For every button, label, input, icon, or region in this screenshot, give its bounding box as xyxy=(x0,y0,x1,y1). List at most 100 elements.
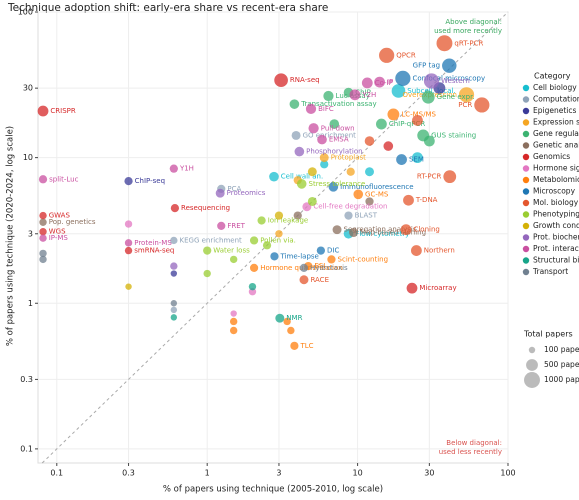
point-label: Protein-MS xyxy=(134,239,172,247)
point xyxy=(307,167,317,177)
point xyxy=(230,310,237,317)
legend-label: Microscopy xyxy=(533,187,576,196)
x-tick-label: 10 xyxy=(353,469,363,478)
point-label: Time-lapse xyxy=(280,252,319,260)
point xyxy=(275,230,283,238)
point-label: EMSA xyxy=(329,136,349,144)
point-label: Pop. genetics xyxy=(49,218,96,226)
point-label: Segregation analysis xyxy=(344,226,417,234)
point-label: Stress tolerance xyxy=(309,180,366,188)
point xyxy=(346,167,355,176)
legend-label: Expression syst xyxy=(533,118,579,127)
annotation: Below diagonal: xyxy=(446,439,502,447)
point xyxy=(443,170,457,184)
point-label: TLC xyxy=(300,342,314,350)
size-legend-label: 500 papers xyxy=(544,360,579,369)
legend-label: Genetic analysi xyxy=(533,141,579,150)
point-label: RNA-seq xyxy=(290,76,320,84)
point-label: ChIP-seq xyxy=(135,177,165,185)
point xyxy=(39,234,47,242)
chart-title: Technique adoption shift: early-era shar… xyxy=(7,2,328,14)
point xyxy=(328,182,339,192)
point-label: Y1H xyxy=(179,165,194,173)
point xyxy=(412,115,423,126)
legend-label: Genomics xyxy=(533,152,570,161)
point xyxy=(391,84,406,98)
point-label: LC-MS/MS xyxy=(401,110,436,118)
point xyxy=(39,255,47,264)
size-legend-label: 100 papers xyxy=(544,345,579,354)
point xyxy=(293,211,302,220)
point xyxy=(376,118,387,130)
point-label: ChIP xyxy=(355,89,371,97)
point xyxy=(257,216,266,225)
point xyxy=(349,228,359,238)
point-label: Immunofluorescence xyxy=(340,183,413,191)
point xyxy=(262,241,272,250)
point-label: Transactivation assay xyxy=(300,100,376,108)
legend-marker xyxy=(522,211,530,218)
point-label: Western xyxy=(441,77,470,85)
legend-label: Hormone sig. xyxy=(533,164,579,173)
legend-marker xyxy=(522,142,530,149)
point xyxy=(249,236,259,245)
annotation: Above diagonal: xyxy=(445,18,502,26)
legend-marker xyxy=(522,199,530,207)
point xyxy=(124,246,133,255)
y-tick-label: 0.3 xyxy=(20,375,33,384)
point xyxy=(229,326,238,335)
legend-marker xyxy=(522,268,530,276)
x-tick-label: 3 xyxy=(276,469,281,478)
point-label: QPCR xyxy=(396,51,416,59)
point xyxy=(305,103,317,115)
point xyxy=(170,236,178,245)
point xyxy=(248,288,257,296)
point xyxy=(327,255,336,264)
y-tick-label: 10 xyxy=(23,153,33,162)
point xyxy=(383,141,394,151)
size-legend-marker xyxy=(524,372,540,388)
point-label: Flow cytometry xyxy=(355,230,409,238)
point xyxy=(332,225,342,235)
point xyxy=(396,154,407,165)
point xyxy=(38,175,48,184)
point xyxy=(39,249,47,258)
point xyxy=(458,87,475,103)
point-label: GO enrichment xyxy=(303,131,357,139)
point-label: split-Luc xyxy=(49,175,78,183)
point-label: DIC xyxy=(327,247,339,255)
point xyxy=(124,176,133,186)
point xyxy=(400,224,412,236)
point xyxy=(290,341,299,350)
point xyxy=(274,211,284,220)
point-label: NMR xyxy=(286,314,302,322)
y-axis-label: % of papers using technique (2020-2024, … xyxy=(6,126,16,346)
point xyxy=(287,326,295,335)
point-label: WGS xyxy=(49,228,66,236)
legend-label: Gene regulation xyxy=(533,129,579,138)
point xyxy=(412,152,423,164)
point-label: SEM xyxy=(409,156,424,164)
point xyxy=(316,246,325,255)
legend-marker xyxy=(522,96,530,103)
point-label: Resequencing xyxy=(181,204,230,212)
point-label: Protoplast xyxy=(331,154,366,162)
point xyxy=(364,136,375,146)
legend-marker xyxy=(522,222,530,230)
x-tick-label: 1 xyxy=(205,469,210,478)
point xyxy=(421,90,435,104)
point xyxy=(249,263,259,272)
point-label: Y2H xyxy=(361,91,376,99)
point xyxy=(474,97,490,113)
point xyxy=(379,47,395,63)
legend-label: Cell biology xyxy=(533,83,577,92)
point xyxy=(125,283,132,290)
point-label: Scint-counting xyxy=(338,255,389,263)
point-label: Pollen via. xyxy=(260,236,296,244)
point xyxy=(320,160,329,169)
legend-marker xyxy=(522,257,530,264)
legend-label: Phenotyping xyxy=(533,210,579,219)
point-label: PCA xyxy=(227,185,241,193)
point-label: GFP tag xyxy=(413,62,440,70)
point-label: FRET xyxy=(227,222,245,230)
